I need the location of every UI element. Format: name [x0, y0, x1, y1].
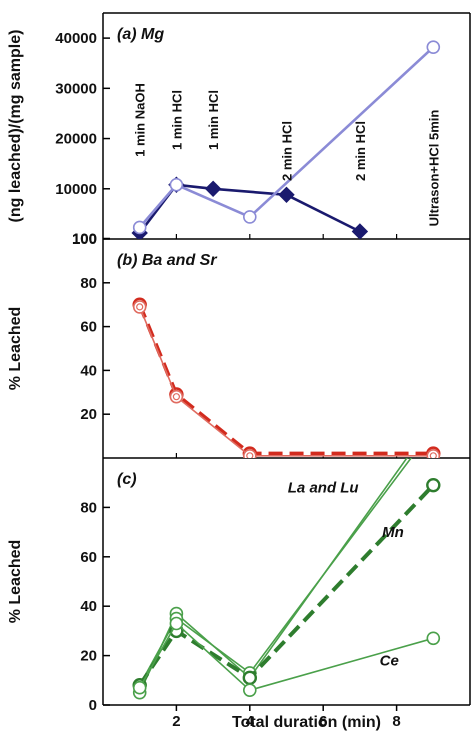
series-line-0: [138, 183, 361, 234]
data-point-inner: [136, 303, 144, 311]
data-point-inner: [246, 452, 254, 458]
y-tick-label: 100: [72, 230, 97, 247]
x-tick-label: 6: [319, 713, 327, 730]
y-tick-label: 40: [80, 362, 97, 379]
y-tick-label: 10000: [55, 181, 97, 198]
data-point: [243, 210, 257, 224]
step-annotation: 1 min HCl: [206, 90, 221, 150]
series-line-3: [139, 622, 434, 691]
series-layer: [131, 40, 441, 700]
x-tick-label: 8: [392, 713, 400, 730]
y-tick-label: 20: [80, 406, 97, 423]
data-point: [204, 180, 222, 197]
series-label: Mn: [382, 524, 404, 541]
y-tick-label: 40000: [55, 30, 97, 47]
y-tick-label: 20000: [55, 131, 97, 148]
x-tick-label: 2: [172, 713, 180, 730]
panel-title: (a) Mg: [117, 26, 164, 43]
data-point: [132, 680, 147, 695]
y-tick-label: 0: [89, 697, 97, 714]
data-point: [426, 449, 441, 458]
panel-title: (c): [117, 471, 137, 488]
y-tick-label: 100: [72, 231, 97, 248]
y-tick-label: 80: [80, 499, 97, 516]
series-line-1: [138, 46, 435, 229]
series-label: La and Lu: [288, 480, 359, 497]
y-tick-label: 40: [80, 598, 97, 615]
series-line-0: [137, 303, 434, 456]
y-axis-label: % Leached: [7, 540, 24, 624]
y-tick-label: 60: [80, 319, 97, 336]
text-layer: 100 10000 20000 30000 40000 (ng leached)/(mg …: [7, 26, 441, 731]
x-axis-label: Total duration (min): [232, 714, 381, 731]
data-point: [132, 220, 147, 235]
step-annotation: 2 min HCl: [280, 121, 295, 181]
data-point: [169, 616, 184, 631]
y-tick-label: 30000: [55, 80, 97, 97]
data-point: [426, 477, 441, 493]
x-tick-label: 4: [246, 713, 255, 730]
y-tick-label: 60: [80, 549, 97, 566]
series-line-1: [138, 306, 434, 457]
step-annotation: 1 min NaOH: [133, 83, 148, 157]
data-point: [351, 223, 369, 239]
panel-title: (b) Ba and Sr: [117, 252, 217, 269]
step-annotation: Ultrason+HCl 5min: [426, 110, 441, 227]
panel-frames: [102, 12, 471, 711]
data-point: [243, 449, 257, 458]
panel-series-group: [132, 297, 441, 458]
data-point: [132, 300, 147, 314]
y-axis-label: (ng leached)/(mg sample): [7, 30, 24, 223]
data-point-inner: [429, 452, 437, 458]
series-line-1: [138, 458, 413, 686]
step-annotation: 1 min HCl: [169, 90, 184, 150]
data-point-inner: [172, 393, 180, 401]
panel-series-group: [131, 40, 441, 239]
data-point: [278, 186, 295, 204]
panel-series-group: [132, 458, 441, 700]
step-annotation: 2 min HCl: [353, 121, 368, 181]
y-tick-label: 80: [80, 275, 97, 292]
series-label: Ce: [380, 652, 399, 669]
data-point: [169, 177, 184, 192]
series-line-2: [138, 483, 435, 687]
data-point: [242, 670, 258, 686]
y-tick-label: 20: [80, 648, 97, 665]
data-point: [169, 389, 184, 404]
y-axis-label: % Leached: [7, 307, 24, 391]
data-point: [426, 40, 441, 54]
data-point: [243, 683, 257, 697]
data-point: [426, 631, 441, 646]
